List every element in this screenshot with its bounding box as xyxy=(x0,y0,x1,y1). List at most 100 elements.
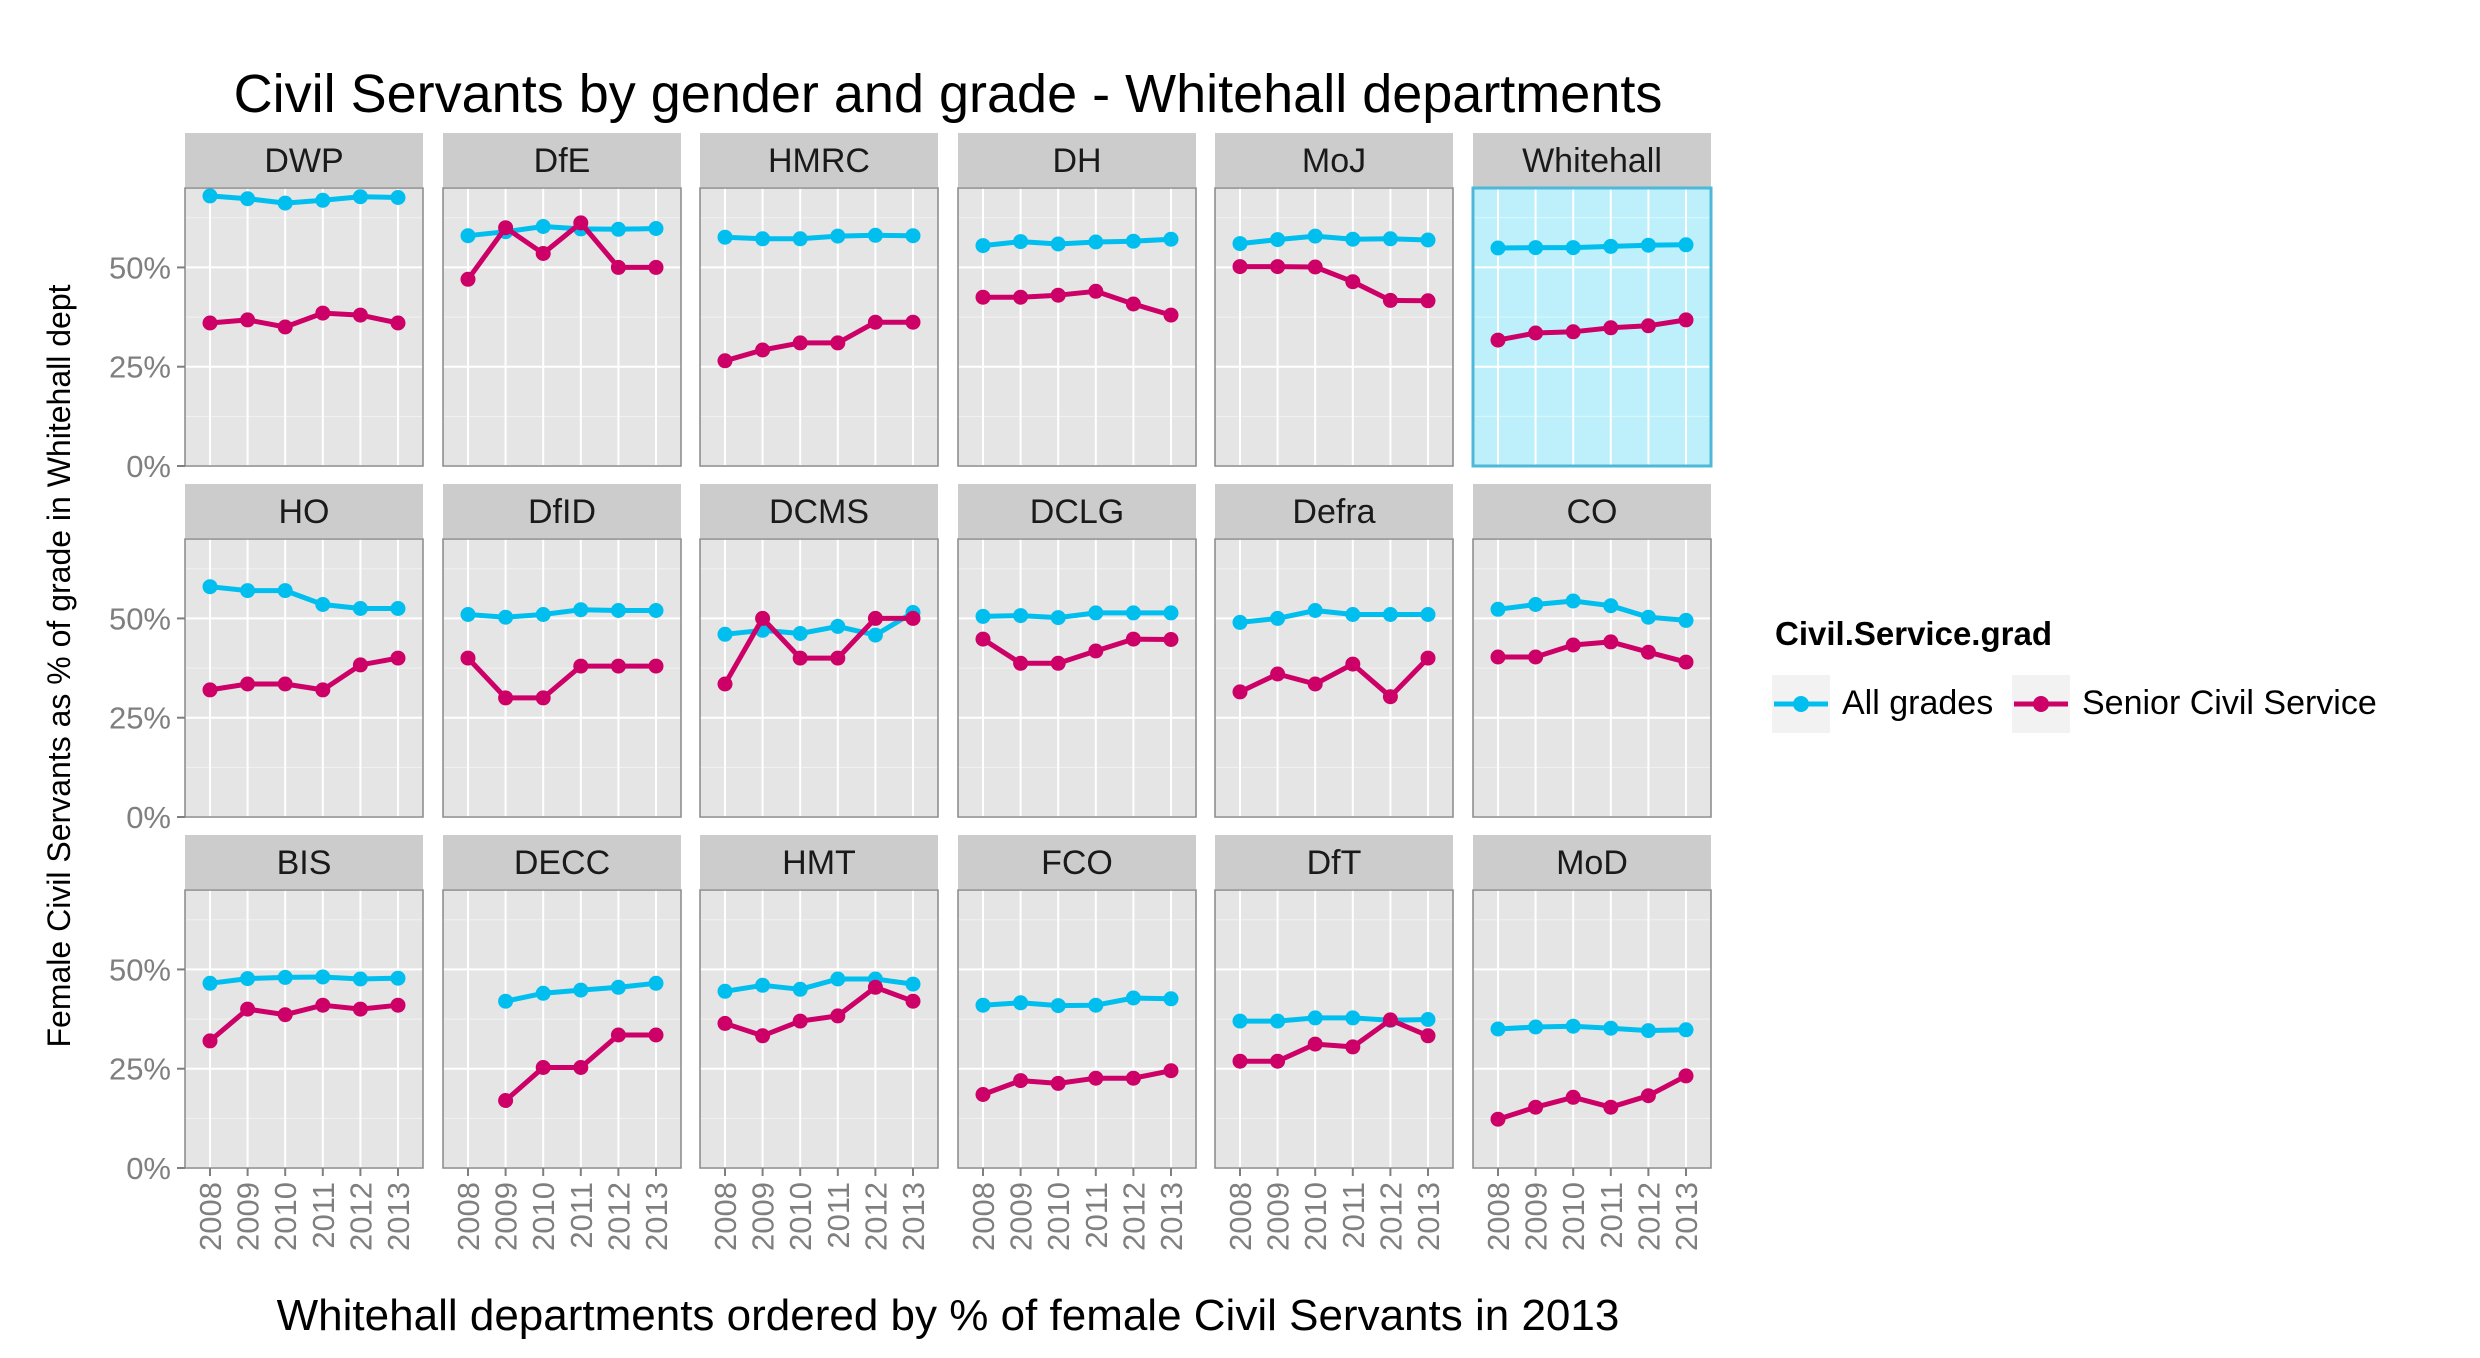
data-point-senior-civil-service-ho-2011 xyxy=(315,682,331,698)
strip-label-dclg: DCLG xyxy=(1030,493,1124,531)
panel-frame-hmt xyxy=(699,889,939,1169)
data-point-all-grades-dclg-2013 xyxy=(1163,605,1179,621)
facet-hmt: HMT 2008 2009 2010 2011 2012 2013 xyxy=(699,835,939,1251)
data-point-senior-civil-service-dft-2011 xyxy=(1345,1039,1361,1055)
data-point-senior-civil-service-decc-2009 xyxy=(498,1093,514,1108)
strip-label-defra: Defra xyxy=(1292,493,1375,531)
data-point-senior-civil-service-dclg-2013 xyxy=(1163,632,1179,647)
x-tick-label-mod-2011: 2011 xyxy=(1594,1182,1629,1249)
panel-frame-whitehall xyxy=(1471,186,1713,468)
data-point-all-grades-dclg-2008 xyxy=(975,608,991,624)
x-tick-label-fco-2011: 2011 xyxy=(1079,1182,1114,1249)
panel-frame-dh xyxy=(957,187,1197,467)
panel-frame-dwp xyxy=(184,187,424,467)
facet-whitehall: Whitehall xyxy=(1471,133,1713,468)
data-point-all-grades-mod-2012 xyxy=(1640,1023,1656,1039)
x-tick-label-dft-2012: 2012 xyxy=(1373,1182,1408,1251)
data-point-senior-civil-service-whitehall-2009 xyxy=(1528,325,1544,341)
data-point-senior-civil-service-co-2008 xyxy=(1490,649,1506,665)
x-tick-label-dft-2009: 2009 xyxy=(1261,1182,1296,1251)
data-point-senior-civil-service-dwp-2013 xyxy=(390,315,406,331)
panel-bg-moj xyxy=(1215,188,1453,466)
data-point-senior-civil-service-mod-2013 xyxy=(1678,1068,1694,1084)
panel-bg-fco xyxy=(958,890,1196,1168)
strip-hmrc xyxy=(700,133,938,187)
x-tick-label-mod-2012: 2012 xyxy=(1631,1182,1666,1251)
panel-bg-dcms xyxy=(700,539,938,817)
x-tick-label-hmt-2013: 2013 xyxy=(896,1182,931,1251)
data-point-senior-civil-service-moj-2009 xyxy=(1270,259,1286,275)
data-point-senior-civil-service-dft-2012 xyxy=(1382,1012,1398,1028)
legend-marker-senior-civil-service xyxy=(2033,696,2049,712)
facet-ho: HO 0% 25% 50% xyxy=(109,484,424,835)
data-point-all-grades-dfid-2009 xyxy=(498,609,514,625)
data-point-senior-civil-service-dfid-2011 xyxy=(573,658,589,674)
data-point-all-grades-defra-2009 xyxy=(1270,610,1286,626)
strip-dfid xyxy=(443,484,681,538)
data-point-all-grades-fco-2008 xyxy=(975,997,991,1013)
facet-bis: BIS 0% 25% 50% 2008 2009 2010 2011 2012 2013 xyxy=(109,835,424,1251)
strip-dwp xyxy=(185,133,423,187)
data-point-all-grades-ho-2012 xyxy=(352,601,368,616)
data-point-all-grades-co-2013 xyxy=(1678,612,1694,628)
data-point-senior-civil-service-dclg-2008 xyxy=(975,631,991,647)
y-tick-label-r1-0: 0% xyxy=(126,800,171,835)
data-point-all-grades-defra-2008 xyxy=(1232,614,1248,630)
x-tick-label-hmt-2010: 2010 xyxy=(783,1182,818,1251)
x-tick-label-dft-2010: 2010 xyxy=(1298,1182,1333,1251)
data-point-all-grades-hmrc-2008 xyxy=(717,229,733,245)
data-point-senior-civil-service-dwp-2010 xyxy=(277,319,293,335)
data-point-senior-civil-service-dclg-2009 xyxy=(1013,655,1029,671)
panel-bg-ho xyxy=(185,539,423,817)
strip-label-mod: MoD xyxy=(1556,844,1628,882)
y-tick-label-r0-0: 0% xyxy=(126,449,171,484)
data-point-senior-civil-service-mod-2012 xyxy=(1640,1088,1656,1104)
data-point-all-grades-dh-2012 xyxy=(1125,233,1141,249)
data-point-senior-civil-service-mod-2010 xyxy=(1565,1089,1581,1105)
data-point-all-grades-ho-2010 xyxy=(277,583,293,599)
facet-dclg: DCLG xyxy=(957,484,1197,818)
data-point-all-grades-moj-2008 xyxy=(1232,236,1248,252)
data-point-all-grades-dwp-2008 xyxy=(202,188,218,204)
data-point-all-grades-ho-2008 xyxy=(202,579,218,595)
series-line-all-grades-whitehall xyxy=(1497,242,1687,251)
legend-item-all-grades: All grades xyxy=(1772,675,1993,733)
x-tick-label-bis-2012: 2012 xyxy=(343,1182,378,1251)
data-point-all-grades-dcms-2008 xyxy=(717,626,733,642)
data-point-all-grades-dwp-2009 xyxy=(240,191,256,207)
panel-bg-decc xyxy=(443,890,681,1168)
data-point-all-grades-whitehall-2013 xyxy=(1678,237,1694,253)
data-point-all-grades-fco-2009 xyxy=(1013,995,1029,1011)
data-point-senior-civil-service-fco-2010 xyxy=(1050,1075,1066,1091)
data-point-senior-civil-service-dfe-2011 xyxy=(573,215,589,231)
strip-dft xyxy=(1215,835,1453,889)
x-tick-label-mod-2008: 2008 xyxy=(1481,1182,1516,1251)
data-point-senior-civil-service-dcms-2010 xyxy=(792,650,808,666)
data-point-senior-civil-service-dh-2010 xyxy=(1050,287,1066,303)
data-point-all-grades-ho-2011 xyxy=(315,597,331,612)
panel-frame-ho xyxy=(184,538,424,818)
data-point-senior-civil-service-mod-2009 xyxy=(1528,1099,1544,1115)
y-tick-label-r1-50: 50% xyxy=(109,601,171,636)
data-point-senior-civil-service-mod-2008 xyxy=(1490,1111,1506,1127)
x-tick-label-mod-2010: 2010 xyxy=(1556,1182,1591,1251)
data-point-all-grades-dwp-2012 xyxy=(352,189,368,205)
data-point-senior-civil-service-defra-2011 xyxy=(1345,656,1361,672)
x-tick-label-hmt-2011: 2011 xyxy=(821,1182,856,1249)
data-point-all-grades-dclg-2009 xyxy=(1013,608,1029,624)
data-point-all-grades-hmt-2009 xyxy=(755,977,771,993)
strip-label-dwp: DWP xyxy=(264,142,343,180)
x-tick-label-hmt-2012: 2012 xyxy=(858,1182,893,1251)
data-point-senior-civil-service-defra-2013 xyxy=(1420,650,1436,666)
strip-label-ho: HO xyxy=(279,493,330,531)
data-point-all-grades-dwp-2013 xyxy=(390,190,406,205)
data-point-all-grades-whitehall-2009 xyxy=(1528,240,1544,256)
panel-frame-hmrc xyxy=(699,187,939,467)
data-point-all-grades-dfid-2012 xyxy=(610,603,626,618)
data-point-senior-civil-service-dcms-2013 xyxy=(905,610,921,626)
data-point-all-grades-decc-2009 xyxy=(498,993,514,1009)
facet-dfid: DfID xyxy=(442,484,682,818)
strip-dh xyxy=(958,133,1196,187)
data-point-all-grades-co-2008 xyxy=(1490,601,1506,617)
data-point-senior-civil-service-dclg-2010 xyxy=(1050,655,1066,671)
